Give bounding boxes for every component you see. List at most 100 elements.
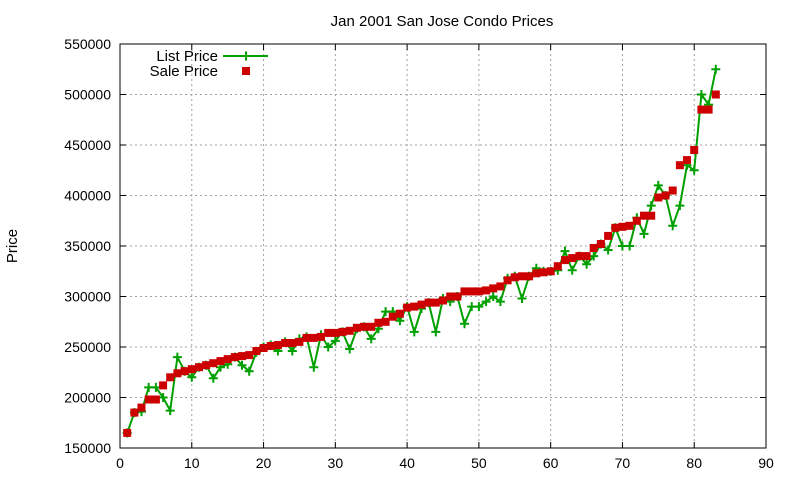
sale-price-point <box>144 395 153 404</box>
y-tick-label: 200000 <box>64 390 111 406</box>
sale-price-point <box>202 361 211 370</box>
sale-price-point <box>690 146 699 154</box>
list-price-point <box>208 373 218 383</box>
list-price-point <box>187 372 197 382</box>
list-price-point <box>366 334 376 344</box>
sale-price-point <box>324 328 333 337</box>
sale-price-point <box>381 317 390 326</box>
list-price-point <box>330 336 340 346</box>
legend-marker-list-price <box>241 51 251 61</box>
list-price-point <box>625 241 635 251</box>
list-price-point <box>481 297 491 307</box>
grid-lines <box>120 44 766 448</box>
sale-price-point <box>331 328 340 337</box>
sale-price-point <box>439 296 447 305</box>
x-tick-label: 40 <box>399 455 415 471</box>
list-price-point <box>165 406 175 416</box>
sale-price-point <box>510 273 519 282</box>
list-price-point <box>653 180 663 190</box>
x-tick-label: 50 <box>471 455 487 471</box>
sale-price-point <box>209 359 218 368</box>
y-tick-label: 150000 <box>64 440 111 456</box>
legend-label-sale-price: Sale Price <box>150 63 218 80</box>
sale-price-point <box>460 287 469 296</box>
sale-price-point <box>618 222 627 231</box>
x-tick-label: 20 <box>256 455 272 471</box>
list-price-point <box>345 344 355 354</box>
y-tick-label: 250000 <box>64 339 111 355</box>
sale-price-point <box>395 309 404 318</box>
sale-price-point <box>245 351 254 360</box>
sale-price-point <box>295 337 304 346</box>
sale-price-point <box>467 287 476 296</box>
sale-price-point <box>360 322 368 331</box>
sale-price-point <box>417 300 426 309</box>
legend-label-list-price: List Price <box>156 48 218 65</box>
sale-price-point <box>424 298 433 307</box>
y-tick-label: 550000 <box>64 36 111 52</box>
sale-price-point <box>130 408 139 417</box>
list-price-point <box>495 297 505 307</box>
sale-price-point <box>503 276 512 285</box>
sale-price-point <box>374 318 383 327</box>
sale-price-point <box>338 327 347 336</box>
list-price-point <box>567 265 577 275</box>
x-tick-label: 30 <box>328 455 344 471</box>
sale-price-point <box>561 256 569 265</box>
list-price-point <box>689 165 699 175</box>
sale-price-point <box>273 341 282 349</box>
list-price-point <box>460 319 469 329</box>
legend: List Price Sale Price <box>150 48 268 80</box>
sale-price-point <box>640 211 648 220</box>
sale-price-point <box>675 161 684 170</box>
sale-price-point <box>151 395 160 404</box>
sale-price-point <box>288 339 297 347</box>
list-price-point <box>560 246 570 256</box>
list-price-point <box>309 362 319 372</box>
list-price-point <box>151 382 161 392</box>
x-tick-label: 60 <box>543 455 559 471</box>
sale-price-point <box>496 282 505 291</box>
sale-price-point <box>582 252 591 261</box>
sale-price-point <box>596 240 605 248</box>
list-price-point <box>237 360 247 370</box>
axis-ticks: 0 10 20 30 40 50 60 70 80 90 150000 200000 250000 300… <box>64 36 774 471</box>
y-tick-label: 500000 <box>64 87 111 103</box>
y-tick-label: 450000 <box>64 137 111 153</box>
sale-price-point <box>403 303 412 312</box>
list-price-point <box>409 327 419 337</box>
sale-price-point <box>697 105 706 114</box>
sale-price-point <box>223 355 232 364</box>
sale-price-point <box>173 369 182 378</box>
sale-price-point <box>345 326 354 335</box>
sale-price-point <box>704 105 713 114</box>
sale-price-point <box>238 352 246 361</box>
sale-price-point <box>532 269 541 278</box>
sale-price-point <box>431 298 440 307</box>
sale-price-point <box>568 254 577 263</box>
list-price-point <box>582 259 592 269</box>
sale-price-point <box>166 373 175 382</box>
sale-price-point <box>352 323 361 332</box>
y-axis-label: Price <box>4 229 21 263</box>
x-tick-label: 90 <box>758 455 774 471</box>
sale-price-point <box>317 332 325 341</box>
sale-price-point <box>611 223 620 232</box>
list-price-point <box>488 292 498 301</box>
y-tick-label: 300000 <box>64 289 111 305</box>
sale-price-point <box>683 156 691 165</box>
list-price-point <box>474 302 484 312</box>
sale-price-point <box>230 353 239 362</box>
sale-price-series <box>123 90 720 437</box>
list-price-point <box>431 327 441 337</box>
y-tick-label: 400000 <box>64 188 111 204</box>
sale-price-point <box>252 347 261 355</box>
sale-price-point <box>525 272 534 281</box>
sale-price-point <box>539 268 548 277</box>
x-tick-label: 10 <box>184 455 200 471</box>
list-price-point <box>675 201 685 211</box>
x-tick-label: 0 <box>116 455 124 471</box>
sale-price-point <box>259 344 268 352</box>
sale-price-point <box>159 381 168 390</box>
